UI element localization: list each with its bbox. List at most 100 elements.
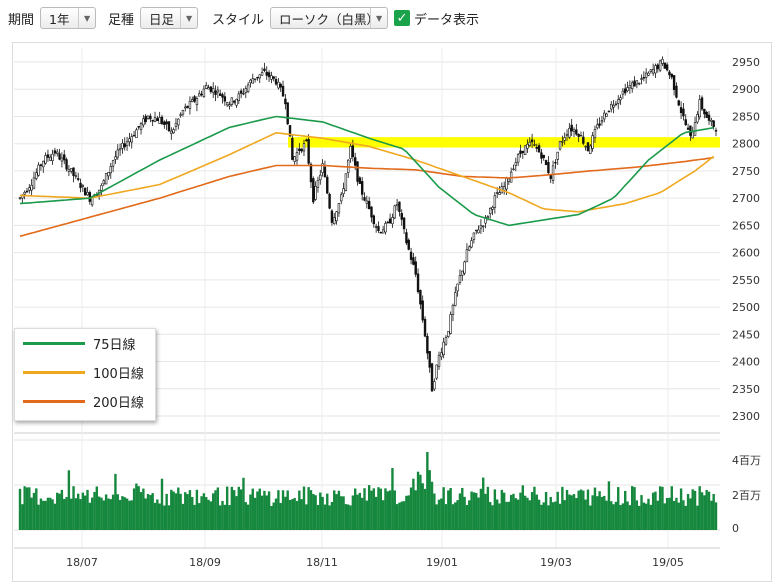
candle-body (696, 114, 699, 123)
volume-bar (102, 500, 105, 530)
candle-body (665, 64, 669, 71)
volume-bar (83, 495, 87, 530)
volume-bar (556, 491, 559, 530)
volume-bar (486, 486, 490, 530)
volume-bar (223, 504, 227, 530)
volume-bar (100, 497, 103, 530)
candle-body (46, 154, 50, 158)
candle-body (672, 75, 676, 90)
candle-body (86, 192, 89, 196)
volume-bar (628, 505, 632, 530)
volume-bar (561, 486, 564, 530)
candle-body (195, 98, 199, 106)
volume-bar (426, 452, 429, 530)
candle-body (267, 72, 271, 78)
volume-bar (146, 494, 150, 530)
volume-bar (558, 503, 562, 530)
moving-average-lines (19, 115, 715, 238)
price-tick-label: 2450 (732, 328, 760, 341)
candle-body (440, 352, 443, 358)
volume-bar (67, 470, 71, 530)
volume-bar (416, 471, 420, 530)
candle-body (137, 126, 140, 128)
volume-bar (232, 490, 236, 530)
volume-bar (212, 493, 215, 530)
period-label: 期間 (8, 12, 35, 28)
volume-bar (160, 478, 164, 530)
volume-bar (142, 488, 145, 530)
volume-bar (356, 494, 359, 530)
volume-bar (493, 489, 497, 530)
candle-body (28, 187, 31, 191)
candle-body (472, 232, 476, 240)
candle-body (328, 193, 331, 209)
candle-body (409, 251, 413, 260)
volume-bar (512, 493, 515, 530)
style-select[interactable]: ローソク（白黒） ▼ (270, 7, 389, 29)
candle-body (644, 72, 648, 78)
volume-bar (598, 491, 601, 530)
candle-body (468, 246, 471, 251)
candle-body (584, 145, 587, 148)
candle-body (628, 85, 632, 89)
candle-body (35, 172, 38, 179)
candle-body (63, 154, 66, 161)
volume-bar (242, 477, 245, 530)
data-display-checkbox[interactable]: ✓ (394, 10, 411, 26)
volume-bar (209, 501, 213, 530)
volume-bar (277, 490, 280, 530)
volume-bar (428, 470, 431, 530)
volume-bar (295, 500, 299, 530)
candle-body (486, 216, 490, 219)
volume-bar (540, 504, 543, 530)
candle-body (684, 119, 687, 126)
candle-body (209, 86, 213, 93)
volume-bar (309, 490, 313, 530)
volume-bar (691, 489, 694, 530)
volume-bar (328, 505, 331, 530)
candle-body (160, 116, 164, 124)
period-select[interactable]: 1年 ▼ (40, 7, 97, 29)
candle-body (523, 145, 527, 155)
candle-body (81, 185, 85, 187)
volume-bar (423, 488, 427, 530)
candle-body (400, 213, 403, 220)
candle-body (379, 231, 383, 234)
candle-body (544, 160, 548, 166)
volume-bar (70, 498, 73, 530)
volume-bar (484, 493, 487, 530)
candle-body (246, 84, 250, 92)
legend-label: 75日線 (93, 338, 136, 353)
candle-body (495, 192, 499, 194)
candle-body (677, 100, 680, 106)
legend-item-ma75: 75日線 (15, 329, 155, 358)
volume-bar (218, 505, 222, 530)
volume-bar (582, 490, 585, 530)
volume-bar (167, 505, 171, 530)
candle-body (212, 88, 215, 93)
candle-body (132, 135, 136, 137)
candle-body (554, 162, 557, 164)
volume-bar (458, 493, 462, 530)
volume-bar (549, 496, 552, 530)
volume-bar (104, 494, 108, 530)
candle-body (412, 257, 415, 265)
candle-body (191, 99, 194, 102)
volume-bar (258, 488, 261, 530)
volume-bar (216, 487, 220, 530)
candle-body (635, 80, 639, 85)
volume-bar (184, 492, 187, 530)
volume-bar (128, 500, 131, 530)
candle-body (384, 223, 387, 233)
volume-bar (76, 493, 80, 530)
volume-bar (409, 487, 413, 530)
volume-bar (63, 498, 66, 530)
volume-bar (381, 500, 385, 530)
candle-body (109, 166, 112, 174)
candle-body (298, 148, 301, 151)
bar-type-select[interactable]: 日足 ▼ (140, 7, 199, 29)
volume-bar (703, 495, 706, 530)
volume-bar (207, 499, 210, 530)
volume-bar (619, 504, 622, 530)
candle-body (388, 218, 392, 224)
